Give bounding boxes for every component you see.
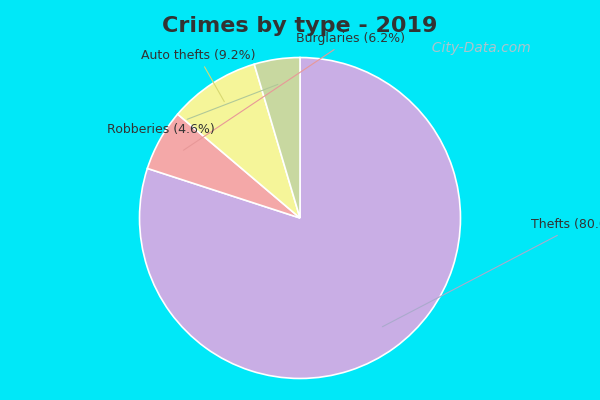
Wedge shape — [178, 64, 300, 218]
Text: Burglaries (6.2%): Burglaries (6.2%) — [184, 32, 405, 150]
Text: Auto thefts (9.2%): Auto thefts (9.2%) — [140, 48, 255, 102]
Wedge shape — [254, 58, 300, 218]
Text: Crimes by type - 2019: Crimes by type - 2019 — [163, 16, 437, 36]
Wedge shape — [148, 114, 300, 218]
Text: City-Data.com: City-Data.com — [424, 41, 531, 55]
Text: Thefts (80.0%): Thefts (80.0%) — [382, 218, 600, 327]
Text: Robberies (4.6%): Robberies (4.6%) — [107, 84, 278, 136]
Wedge shape — [140, 58, 460, 378]
